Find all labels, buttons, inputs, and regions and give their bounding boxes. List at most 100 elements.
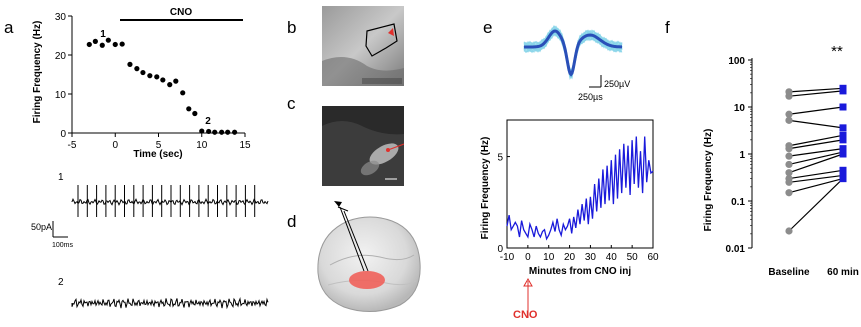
c-recording-site-marker	[386, 148, 390, 152]
e-plot-frame	[506, 119, 654, 249]
f-baseline-point	[785, 110, 793, 118]
f-60min-point	[839, 84, 847, 92]
f-category-baseline: Baseline	[768, 267, 810, 278]
panel-b-histology-image	[322, 6, 404, 86]
panel-b-label: b	[287, 18, 296, 38]
f-ytick-label: 100	[728, 56, 745, 67]
a-data-point	[212, 129, 218, 135]
f-baseline-point	[785, 88, 793, 96]
a-point2-label: 2	[205, 116, 211, 127]
b-region-outline	[365, 23, 398, 57]
e-xtick-label: 40	[606, 252, 618, 263]
e-xtick-label: 50	[627, 252, 639, 263]
d-brain-outline	[317, 216, 421, 312]
f-ytick-label: 0.01	[726, 244, 746, 255]
f-baseline-point	[785, 174, 793, 183]
a-data-point	[86, 41, 92, 48]
f-pair-line	[788, 151, 844, 166]
panel-e-label: e	[483, 18, 492, 38]
a-xtick-label: 15	[239, 140, 251, 151]
a-ytick-label: 30	[55, 12, 67, 23]
f-60min-point	[839, 171, 847, 179]
a-data-point	[199, 128, 205, 134]
panel-letter-e: e	[483, 18, 493, 37]
d-electrode-line-2	[339, 206, 365, 272]
e-xtick-label: 10	[543, 252, 555, 263]
a-xtick-label: 5	[156, 140, 162, 151]
a-data-point	[192, 110, 198, 117]
panel-letter-a: a	[4, 18, 14, 37]
a-data-point	[112, 41, 118, 48]
panel-f-paired-scatter: Firing Frequency (Hz) 0.01 0.1 1 10 100 ** B…	[703, 43, 859, 278]
e-xlabel: Minutes from CNO inj	[529, 266, 631, 277]
e-xtick-label: 30	[585, 252, 597, 263]
f-pair-line	[788, 169, 844, 180]
e-cno-arrowhead-icon	[523, 277, 533, 287]
f-baseline-point	[785, 152, 793, 160]
a-time-scale-label: 100ms	[52, 242, 74, 249]
e-ytick-label: 5	[497, 153, 503, 164]
panel-letter-b: b	[287, 18, 297, 37]
a-data-point	[127, 61, 133, 67]
f-60min-point	[839, 103, 847, 111]
panel-f-label: f	[665, 18, 670, 38]
f-pair-line	[788, 87, 844, 93]
f-category-60min: 60 min	[827, 267, 859, 278]
a-data-point	[206, 128, 212, 135]
a-data-point	[219, 129, 225, 135]
panel-letter-f: f	[665, 18, 670, 37]
e-xtick-label: -10	[500, 252, 515, 263]
a-xtick-label: 0	[112, 140, 118, 151]
e-ytick-label: 0	[497, 244, 503, 255]
a-data-point	[186, 106, 192, 112]
panel-a-traces: 1 50pA 100ms 2	[31, 172, 269, 310]
e-xtick-label: 0	[525, 252, 531, 263]
f-60min-point	[839, 124, 847, 132]
e-cno-label: CNO	[513, 309, 538, 321]
f-ytick-label: 1	[739, 150, 745, 161]
d-electrode-line-1	[343, 210, 369, 272]
f-60min-point	[839, 131, 847, 139]
a-ytick-label: 0	[60, 129, 66, 140]
f-pair-line	[788, 153, 844, 174]
panel-c-label: c	[287, 94, 296, 114]
e-xtick-label: 20	[564, 252, 576, 263]
trace1-label: 1	[58, 172, 64, 183]
a-data-point	[140, 69, 146, 76]
a-xtick-label: 10	[196, 140, 208, 151]
e-ylabel: Firing Frequency (Hz)	[480, 137, 491, 240]
trace2-label: 2	[58, 277, 64, 288]
a-data-point	[154, 74, 160, 80]
a-ytick-label: 20	[55, 51, 67, 62]
a-current-scale-label: 50pA	[31, 222, 52, 232]
a-data-point	[173, 78, 179, 84]
f-baseline-point	[785, 227, 793, 235]
a-data-point	[92, 38, 98, 44]
f-ytick-label: 10	[734, 103, 746, 114]
f-significance-label: **	[831, 43, 843, 60]
a-data-point	[167, 82, 173, 88]
a-data-point	[134, 66, 140, 72]
a-xlabel: Time (sec)	[133, 149, 182, 160]
a-point1-label: 1	[100, 29, 106, 40]
f-ylabel: Firing Frequency (Hz)	[703, 129, 714, 232]
d-arrow-icon	[334, 201, 342, 207]
a-data-point	[232, 129, 238, 135]
e-time-label: 250µs	[578, 92, 603, 102]
e-frequency-series	[506, 136, 654, 241]
f-pair-line	[788, 119, 844, 129]
f-pair-line	[788, 106, 844, 115]
panel-letter-d: d	[287, 212, 297, 231]
a-ylabel: Firing Frequency (Hz)	[32, 21, 43, 124]
panel-letter-c: c	[287, 94, 296, 113]
a-data-point	[180, 90, 186, 96]
f-60min-point	[839, 136, 847, 144]
c-electrode-track	[387, 143, 404, 151]
a-data-point	[147, 73, 153, 79]
a-cno-bar-label: CNO	[170, 7, 192, 18]
a-ytick-label: 10	[55, 90, 67, 101]
panel-e-line-chart: Firing Frequency (Hz) -10 0 10 20 30 40 50 6005…	[480, 119, 659, 318]
f-pair-line	[788, 134, 844, 147]
e-voltage-label: 250µV	[604, 79, 630, 89]
